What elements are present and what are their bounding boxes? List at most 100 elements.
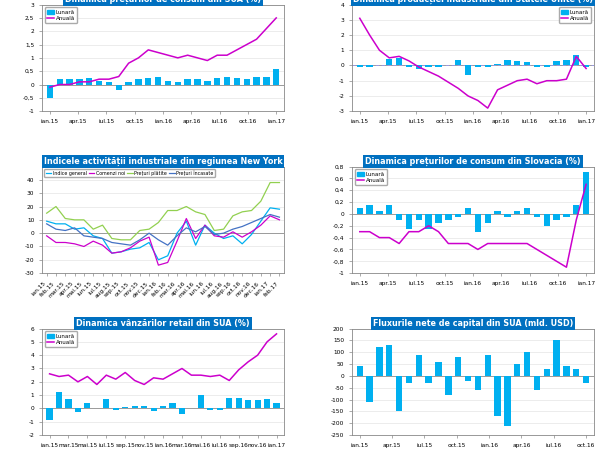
Bar xyxy=(356,208,363,214)
Bar xyxy=(75,409,81,413)
Bar xyxy=(125,82,132,85)
Bar xyxy=(367,65,373,67)
Bar xyxy=(436,362,442,376)
Bar xyxy=(563,214,569,217)
Bar xyxy=(160,406,166,409)
Bar xyxy=(145,78,151,85)
Bar xyxy=(263,76,269,85)
Bar xyxy=(253,76,260,85)
Bar xyxy=(226,398,232,409)
Bar xyxy=(356,366,363,376)
Bar xyxy=(233,78,240,85)
Bar xyxy=(155,76,161,85)
Bar xyxy=(465,65,471,75)
Bar xyxy=(534,65,540,67)
Bar xyxy=(116,85,122,90)
Bar xyxy=(445,214,452,220)
Title: Fluxurile nete de capital din SUA (mld. USD): Fluxurile nete de capital din SUA (mld. … xyxy=(373,319,573,328)
Bar xyxy=(436,65,442,67)
Bar xyxy=(494,64,501,65)
Bar xyxy=(264,399,270,409)
Bar xyxy=(274,403,280,409)
Bar xyxy=(236,398,242,409)
Bar xyxy=(244,79,250,85)
Bar xyxy=(465,208,471,214)
Bar xyxy=(514,61,520,65)
Bar xyxy=(76,79,83,85)
Bar xyxy=(475,65,481,67)
Bar xyxy=(113,409,119,410)
Bar xyxy=(573,369,580,376)
Bar xyxy=(485,354,491,376)
Bar xyxy=(122,407,128,409)
Bar xyxy=(573,205,580,214)
Bar xyxy=(396,58,403,65)
Bar xyxy=(583,65,589,67)
Bar xyxy=(204,81,211,85)
Bar xyxy=(254,400,260,409)
Bar xyxy=(485,65,491,67)
Bar xyxy=(553,61,560,65)
Bar xyxy=(106,82,112,85)
Title: Dinamica prețurilor de consum din SUA (%): Dinamica prețurilor de consum din SUA (%… xyxy=(65,0,261,4)
Bar xyxy=(356,65,363,67)
Legend: Lunară, Anuală: Lunară, Anuală xyxy=(45,331,77,347)
Bar xyxy=(583,376,589,383)
Bar xyxy=(165,81,171,85)
Bar xyxy=(455,214,461,217)
Bar xyxy=(514,211,520,214)
Bar xyxy=(396,214,403,220)
Bar xyxy=(367,205,373,214)
Bar xyxy=(514,364,520,376)
Bar xyxy=(273,69,280,85)
Legend: Lunară, Anuală: Lunară, Anuală xyxy=(45,7,77,23)
Bar xyxy=(524,208,530,214)
Bar xyxy=(475,214,481,232)
Bar xyxy=(46,409,53,420)
Bar xyxy=(425,376,432,383)
Bar xyxy=(141,406,147,409)
Bar xyxy=(563,60,569,65)
Bar xyxy=(56,79,63,85)
Bar xyxy=(376,211,383,214)
Bar xyxy=(416,214,422,220)
Bar xyxy=(67,79,73,85)
Bar xyxy=(151,409,157,411)
Bar xyxy=(544,65,550,67)
Bar xyxy=(376,348,383,376)
Bar xyxy=(406,65,412,67)
Bar xyxy=(169,403,176,409)
Bar xyxy=(131,406,138,409)
Bar xyxy=(455,357,461,376)
Bar xyxy=(245,400,251,409)
Bar xyxy=(416,354,422,376)
Title: Indicele activității industriale din regiunea New York: Indicele activității industriale din reg… xyxy=(44,157,283,166)
Bar xyxy=(179,409,185,414)
Bar xyxy=(367,376,373,402)
Bar xyxy=(485,214,491,223)
Bar xyxy=(416,65,422,69)
Bar xyxy=(544,369,550,376)
Bar xyxy=(85,403,91,409)
Bar xyxy=(386,345,392,376)
Bar xyxy=(198,395,204,409)
Bar xyxy=(425,65,432,67)
Bar xyxy=(386,205,392,214)
Bar xyxy=(96,81,102,85)
Bar xyxy=(553,340,560,376)
Bar xyxy=(534,214,540,217)
Title: Dinamica prețurilor de consum din Slovacia (%): Dinamica prețurilor de consum din Slovac… xyxy=(365,157,581,166)
Bar xyxy=(65,399,71,409)
Bar xyxy=(534,376,540,390)
Bar xyxy=(175,82,181,85)
Bar xyxy=(56,393,62,409)
Bar xyxy=(455,60,461,65)
Legend: Lunară, Anuală: Lunară, Anuală xyxy=(355,169,387,185)
Bar xyxy=(504,60,511,65)
Title: Dinamica producției industriale din Statele Unite (%): Dinamica producției industriale din Stat… xyxy=(353,0,593,4)
Bar xyxy=(524,352,530,376)
Title: Dinamica vânzărilor retail din SUA (%): Dinamica vânzărilor retail din SUA (%) xyxy=(76,319,250,328)
Bar xyxy=(135,79,142,85)
Bar xyxy=(214,78,220,85)
Bar xyxy=(396,376,403,411)
